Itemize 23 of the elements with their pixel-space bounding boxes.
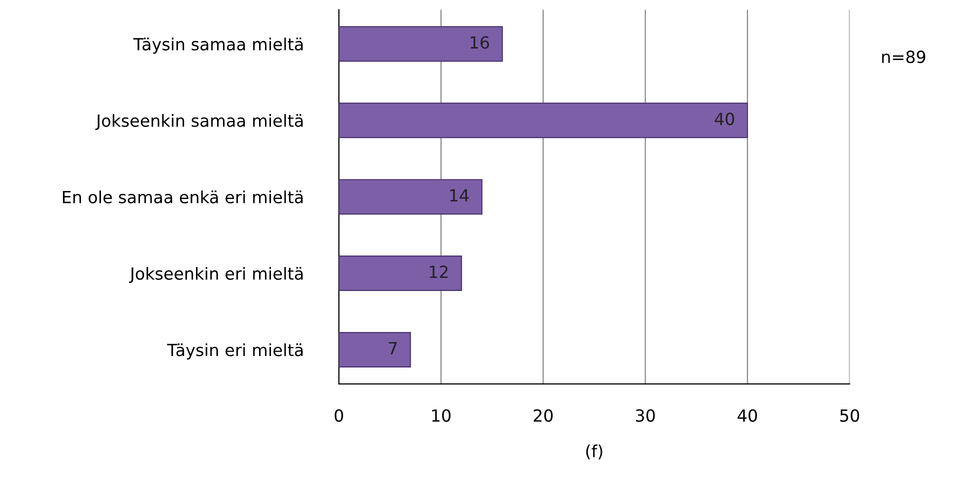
y-tick-label: Jokseenkin samaa mieltä [95, 114, 303, 130]
bar [338, 26, 503, 62]
y-tick-label: En ole samaa enkä eri mieltä [62, 190, 303, 204]
bar [338, 179, 482, 215]
data-label: 7 [388, 342, 397, 354]
bar [338, 256, 462, 292]
y-tick-label: Jokseenkin eri mieltä [129, 266, 303, 283]
x-tick-label: 30 [636, 409, 655, 422]
text: n=89 [882, 50, 926, 64]
x-axis-title: (f) [586, 444, 602, 460]
y-tick-label: Täysin samaa mieltä [133, 38, 303, 54]
data-label: 12 [430, 266, 448, 278]
x-tick-label: 50 [840, 409, 860, 422]
x-tick-label: 0 [334, 409, 344, 422]
bar [338, 332, 411, 368]
y-tick-label: Täysin eri mieltä [167, 343, 303, 360]
bar [338, 102, 748, 138]
data-label: 14 [450, 189, 469, 202]
data-label: 16 [470, 36, 490, 49]
data-label: 40 [714, 112, 734, 126]
x-tick-label: 20 [534, 409, 553, 422]
x-tick-label: 10 [432, 409, 451, 422]
x-tick-label: 40 [738, 409, 757, 422]
